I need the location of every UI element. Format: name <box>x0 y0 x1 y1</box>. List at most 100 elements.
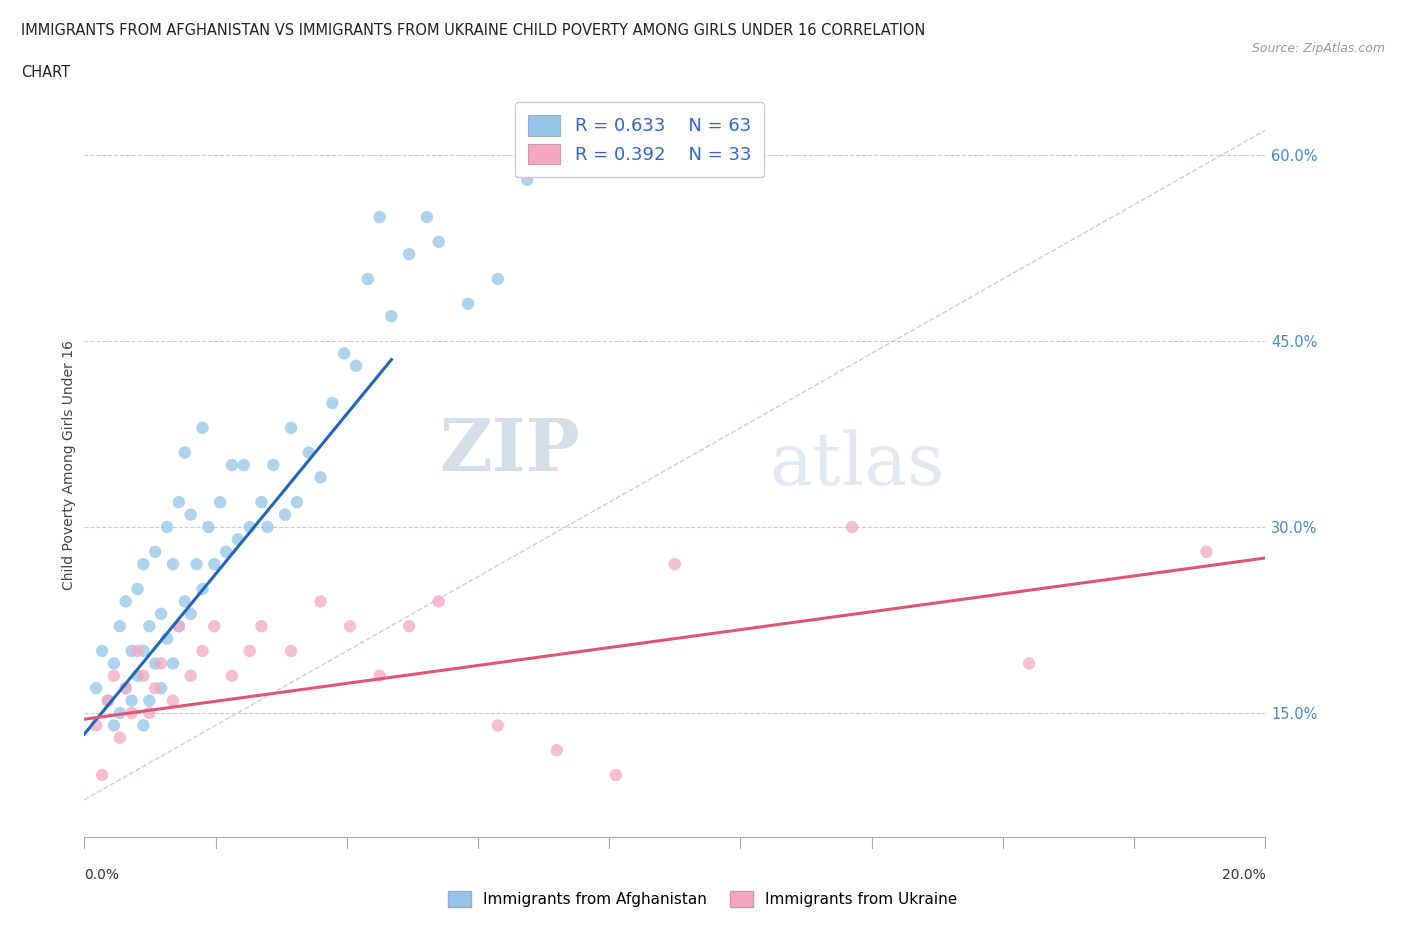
Text: 20.0%: 20.0% <box>1222 868 1265 882</box>
Point <box>108 706 131 721</box>
Point <box>156 520 179 535</box>
Point <box>127 644 149 658</box>
Point <box>1018 656 1040 671</box>
Point <box>357 272 380 286</box>
Point <box>197 520 219 535</box>
Point <box>114 681 136 696</box>
Point <box>173 594 195 609</box>
Point <box>209 495 232 510</box>
Point <box>91 644 114 658</box>
Point <box>156 631 179 646</box>
Point <box>132 669 155 684</box>
Point <box>427 594 450 609</box>
Legend: R = 0.633    N = 63, R = 0.392    N = 33: R = 0.633 N = 63, R = 0.392 N = 33 <box>515 102 763 177</box>
Point <box>108 730 131 745</box>
Text: IMMIGRANTS FROM AFGHANISTAN VS IMMIGRANTS FROM UKRAINE CHILD POVERTY AMONG GIRLS: IMMIGRANTS FROM AFGHANISTAN VS IMMIGRANT… <box>21 23 925 38</box>
Point <box>262 458 284 472</box>
Point <box>84 681 107 696</box>
Point <box>221 669 243 684</box>
Point <box>180 669 202 684</box>
Point <box>664 557 686 572</box>
Point <box>344 358 367 373</box>
Point <box>202 557 225 572</box>
Point <box>321 395 343 410</box>
Point <box>280 644 302 658</box>
Point <box>221 458 243 472</box>
Point <box>232 458 254 472</box>
Legend: Immigrants from Afghanistan, Immigrants from Ukraine: Immigrants from Afghanistan, Immigrants … <box>443 884 963 913</box>
Point <box>91 767 114 782</box>
Point <box>841 520 863 535</box>
Point <box>103 669 125 684</box>
Point <box>180 606 202 621</box>
Point <box>138 618 160 633</box>
Point <box>309 470 332 485</box>
Point <box>138 693 160 708</box>
Point <box>309 594 332 609</box>
Text: CHART: CHART <box>21 65 70 80</box>
Point <box>132 718 155 733</box>
Point <box>1195 544 1218 559</box>
Point <box>143 544 166 559</box>
Point <box>143 656 166 671</box>
Point <box>250 618 273 633</box>
Point <box>103 718 125 733</box>
Point <box>605 767 627 782</box>
Point <box>180 507 202 522</box>
Point <box>143 681 166 696</box>
Point <box>280 420 302 435</box>
Point <box>108 618 131 633</box>
Text: ZIP: ZIP <box>440 415 581 485</box>
Point <box>215 544 238 559</box>
Point <box>274 507 297 522</box>
Point <box>150 606 173 621</box>
Point <box>173 445 195 460</box>
Text: atlas: atlas <box>769 430 945 500</box>
Point <box>202 618 225 633</box>
Point <box>256 520 278 535</box>
Point <box>167 618 190 633</box>
Point <box>398 246 420 261</box>
Point <box>121 693 143 708</box>
Y-axis label: Child Poverty Among Girls Under 16: Child Poverty Among Girls Under 16 <box>62 340 76 590</box>
Point <box>132 644 155 658</box>
Point <box>380 309 402 324</box>
Point <box>132 557 155 572</box>
Point <box>546 743 568 758</box>
Point <box>150 656 173 671</box>
Point <box>114 594 136 609</box>
Point <box>416 209 439 224</box>
Point <box>457 297 479 312</box>
Point <box>167 618 190 633</box>
Point <box>103 656 125 671</box>
Point <box>333 346 356 361</box>
Point <box>114 681 136 696</box>
Point <box>339 618 361 633</box>
Text: 0.0%: 0.0% <box>84 868 120 882</box>
Point <box>121 644 143 658</box>
Point <box>121 706 143 721</box>
Point <box>250 495 273 510</box>
Point <box>127 581 149 596</box>
Point <box>138 706 160 721</box>
Point <box>162 693 184 708</box>
Point <box>191 581 214 596</box>
Point <box>239 644 262 658</box>
Point <box>186 557 208 572</box>
Point <box>486 272 509 286</box>
Point <box>486 718 509 733</box>
Point <box>226 532 249 547</box>
Point <box>97 693 120 708</box>
Point <box>167 495 190 510</box>
Point <box>398 618 420 633</box>
Point <box>162 557 184 572</box>
Point <box>368 209 391 224</box>
Point <box>285 495 308 510</box>
Point <box>368 669 391 684</box>
Point <box>97 693 120 708</box>
Point <box>191 420 214 435</box>
Point <box>84 718 107 733</box>
Point <box>427 234 450 249</box>
Point <box>239 520 262 535</box>
Point <box>150 681 173 696</box>
